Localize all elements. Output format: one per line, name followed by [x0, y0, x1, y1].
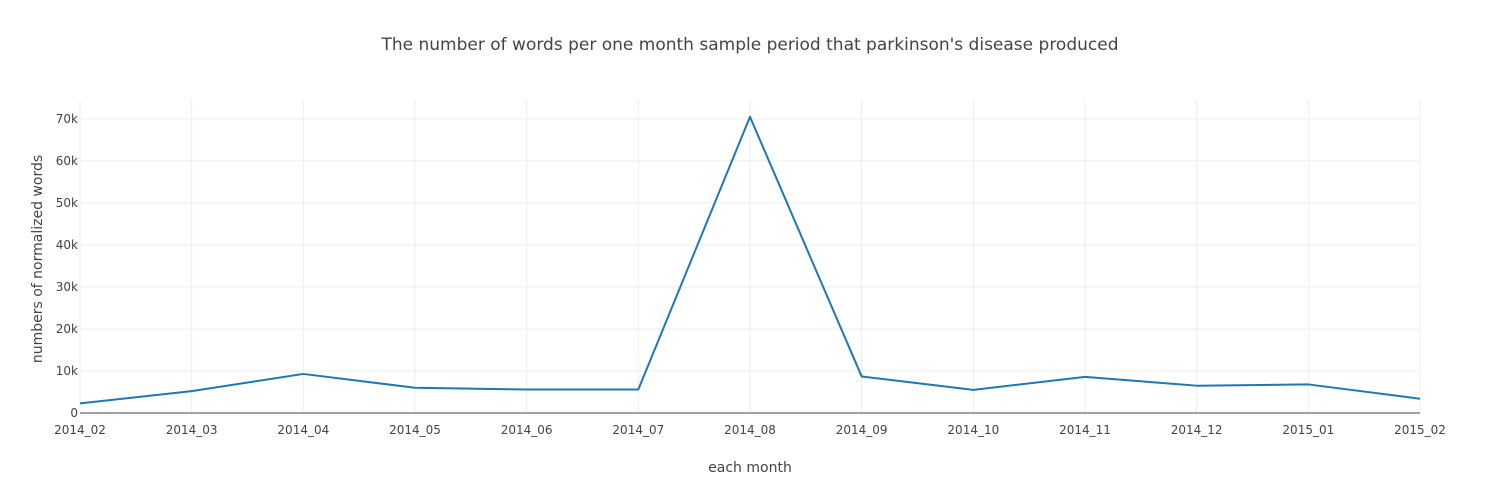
series-line [79, 115, 1421, 405]
y-tick-label: 40k [56, 238, 78, 252]
x-tick-label: 2014_07 [612, 423, 664, 437]
y-tick-label: 0 [70, 406, 78, 420]
data-point [1195, 384, 1199, 388]
y-tick-label: 60k [56, 154, 78, 168]
x-tick-label: 2015_02 [1394, 423, 1446, 437]
x-axis-label: each month [708, 460, 792, 476]
data-point [748, 115, 752, 119]
x-tick-label: 2014_10 [947, 423, 999, 437]
data-point [636, 387, 640, 391]
y-tick-label: 30k [56, 280, 78, 294]
x-tick-label: 2014_02 [54, 423, 106, 437]
data-point [860, 374, 864, 378]
data-point [1418, 397, 1422, 401]
chart-title: The number of words per one month sample… [380, 35, 1118, 55]
data-point [1306, 382, 1310, 386]
x-tick-label: 2015_01 [1282, 423, 1334, 437]
data-point [971, 388, 975, 392]
y-tick-label: 20k [56, 322, 78, 336]
x-tick-label: 2014_12 [1171, 423, 1223, 437]
y-tick-label: 70k [56, 112, 78, 126]
data-point [301, 372, 305, 376]
x-axis-ticks: 2014_02 2014_03 2014_04 2014_05 2014_06 2014_… [54, 423, 1446, 437]
data-point [78, 401, 82, 405]
x-tick-label: 2014_04 [277, 423, 329, 437]
data-point [525, 387, 529, 391]
x-tick-label: 2014_06 [501, 423, 553, 437]
y-axis-ticks: 0 10k 20k 30k 40k 50k 60k 70k [56, 112, 78, 420]
y-tick-label: 10k [56, 364, 78, 378]
x-tick-label: 2014_03 [166, 423, 218, 437]
x-tick-label: 2014_05 [389, 423, 441, 437]
y-axis-label: numbers of normalized words [30, 155, 46, 363]
vertical-gridlines [79, 100, 1421, 413]
y-tick-label: 50k [56, 196, 78, 210]
data-point [190, 389, 194, 393]
data-point [1083, 375, 1087, 379]
x-tick-label: 2014_11 [1059, 423, 1111, 437]
horizontal-gridlines [80, 118, 1420, 414]
data-point [413, 386, 417, 390]
x-tick-label: 2014_08 [724, 423, 776, 437]
x-tick-label: 2014_09 [836, 423, 888, 437]
